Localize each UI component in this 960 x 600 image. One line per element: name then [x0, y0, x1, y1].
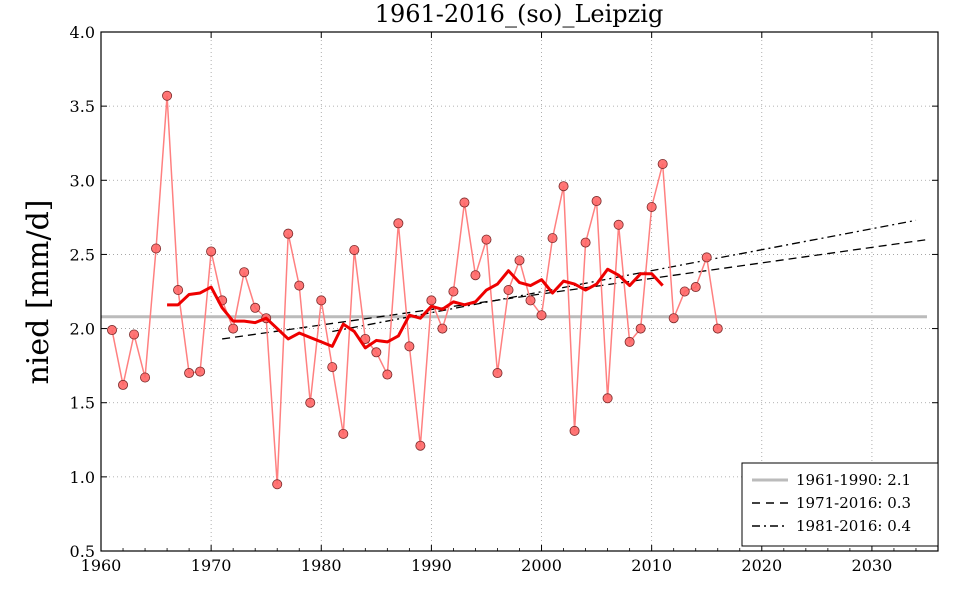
data-point	[690, 282, 701, 293]
annual-series-line	[111, 95, 719, 485]
data-point	[118, 379, 129, 390]
data-point	[547, 233, 558, 244]
data-point	[591, 196, 602, 207]
y-tick-label: 3.5	[70, 97, 95, 116]
y-tick-label: 2.5	[70, 245, 95, 264]
data-point	[349, 244, 360, 255]
data-point	[404, 341, 415, 352]
data-point	[536, 310, 547, 321]
series-layer	[101, 90, 928, 490]
data-point	[338, 428, 349, 439]
data-point	[712, 323, 723, 334]
data-point	[602, 393, 613, 404]
y-tick-label: 1.5	[70, 394, 95, 413]
data-point	[129, 329, 140, 340]
data-point	[481, 234, 492, 245]
data-point	[173, 285, 184, 296]
axes-layer: 1960 1970 1980 1990 2000 2010 2020 2030 0.5 1.0 1.…	[70, 23, 939, 575]
data-point	[448, 286, 459, 297]
data-point	[228, 323, 239, 334]
data-point	[613, 219, 624, 230]
x-tick-label: 1960	[81, 556, 122, 575]
data-point	[283, 228, 294, 239]
legend-label-dashed: 1971-2016: 0.3	[796, 494, 911, 512]
data-point	[426, 295, 437, 306]
data-point	[195, 366, 206, 377]
data-point	[701, 252, 712, 263]
data-point	[415, 440, 426, 451]
data-point	[250, 302, 261, 313]
data-point	[393, 218, 404, 229]
data-point	[624, 336, 635, 347]
trend-line-1971-2016	[222, 238, 928, 340]
data-point	[272, 479, 283, 490]
data-point	[459, 197, 470, 208]
data-point	[327, 362, 338, 373]
data-point	[184, 368, 195, 379]
data-point	[371, 347, 382, 358]
data-point	[206, 246, 217, 257]
y-tick-label: 1.0	[70, 468, 95, 487]
data-point	[503, 285, 514, 296]
x-tick-label: 2020	[741, 556, 782, 575]
data-point	[492, 368, 503, 379]
data-point	[580, 237, 591, 248]
data-point	[437, 323, 448, 334]
data-point	[239, 267, 250, 278]
x-tick-label: 1980	[301, 556, 342, 575]
x-tick-label: 1970	[191, 556, 232, 575]
data-point	[470, 270, 481, 281]
x-tick-label: 2030	[852, 556, 893, 575]
data-point	[514, 255, 525, 266]
legend-box	[741, 462, 939, 547]
data-point	[382, 369, 393, 380]
data-point	[668, 313, 679, 324]
data-point	[305, 397, 316, 408]
data-point	[679, 286, 690, 297]
x-tick-label: 2000	[521, 556, 562, 575]
moving-average-line	[167, 267, 664, 350]
data-point	[558, 181, 569, 192]
y-tick-label: 3.0	[70, 171, 95, 190]
data-point	[151, 243, 162, 254]
x-tick-label: 2010	[631, 556, 672, 575]
data-point	[657, 158, 668, 169]
data-point	[569, 425, 580, 436]
data-point	[646, 201, 657, 212]
y-tick-label: 0.5	[70, 542, 95, 561]
data-point	[294, 280, 305, 291]
chart-title: 1961-2016_(so)_Leipzig	[375, 0, 664, 28]
data-point	[316, 295, 327, 306]
y-axis-label: nied [mm/d]	[21, 199, 56, 384]
data-point	[525, 295, 536, 306]
y-tick-label: 2.0	[70, 320, 95, 339]
data-point	[635, 323, 646, 334]
data-point	[107, 325, 118, 336]
x-tick-label: 1990	[411, 556, 452, 575]
data-point	[140, 372, 151, 383]
legend-label-baseline: 1961-1990: 2.1	[796, 471, 911, 489]
legend-label-dashdot: 1981-2016: 0.4	[796, 517, 911, 535]
y-tick-label: 4.0	[70, 23, 95, 42]
legend: 1961-1990: 2.1 1971-2016: 0.3 1981-2016:…	[741, 462, 939, 547]
data-point	[162, 90, 173, 101]
